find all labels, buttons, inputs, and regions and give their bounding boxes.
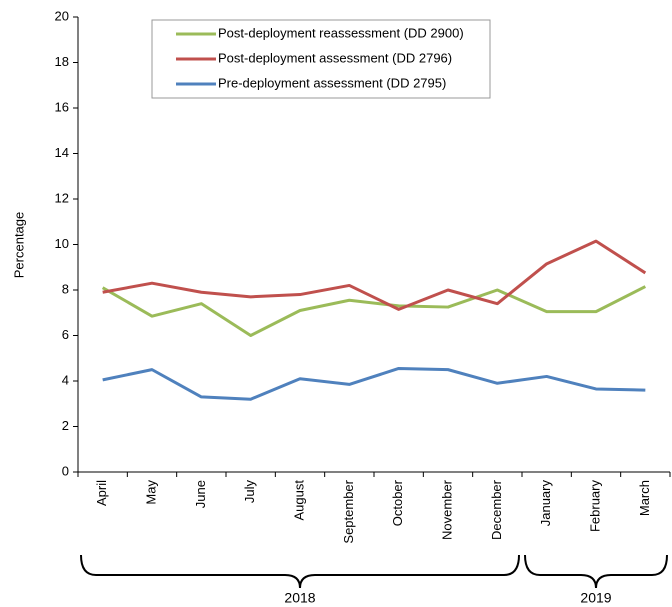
y-tick-label: 4	[62, 372, 69, 387]
x-tick-label: February	[587, 480, 602, 533]
series-line	[101, 285, 647, 337]
y-tick-label: 12	[55, 190, 69, 205]
group-brace	[524, 554, 668, 589]
y-tick-label: 2	[62, 418, 69, 433]
x-tick-label: June	[193, 480, 208, 508]
x-tick-label: November	[439, 479, 454, 540]
group-label: 2018	[284, 590, 315, 606]
y-axis-label: Percentage	[11, 212, 26, 279]
x-tick-label: October	[390, 479, 405, 526]
legend-label: Post-deployment reassessment (DD 2900)	[218, 25, 464, 40]
x-tick-label: August	[291, 480, 306, 521]
x-tick-label: April	[94, 480, 109, 506]
y-tick-label: 18	[55, 54, 69, 69]
x-tick-label: September	[341, 479, 356, 543]
series-line	[102, 366, 646, 401]
y-tick-label: 0	[62, 463, 69, 478]
group-brace	[80, 554, 520, 589]
group-label: 2019	[580, 590, 611, 606]
y-tick-label: 16	[55, 99, 69, 114]
legend-label: Pre-deployment assessment (DD 2795)	[218, 75, 446, 90]
x-tick-label: January	[538, 480, 553, 527]
x-tick-label: March	[637, 480, 652, 516]
y-tick-label: 8	[62, 281, 69, 296]
x-tick-label: May	[143, 480, 158, 505]
y-tick-label: 20	[55, 8, 69, 23]
x-tick-label: July	[242, 480, 257, 504]
legend-label: Post-deployment assessment (DD 2796)	[218, 50, 452, 65]
x-tick-label: December	[489, 479, 504, 540]
series-line	[102, 239, 647, 311]
y-tick-label: 6	[62, 327, 69, 342]
y-tick-label: 10	[55, 236, 69, 251]
y-tick-label: 14	[55, 145, 69, 160]
